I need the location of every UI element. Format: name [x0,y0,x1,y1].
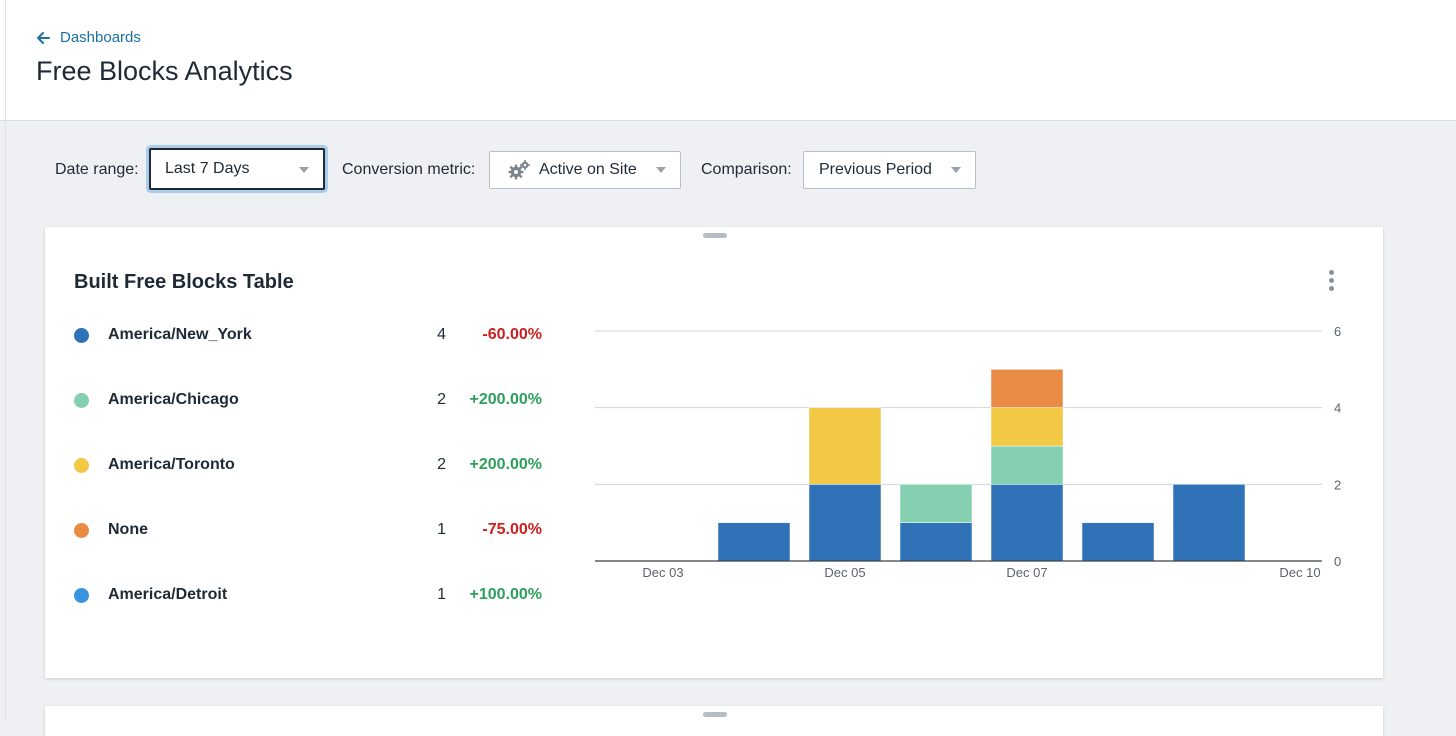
comparison-label: Comparison: [701,161,792,178]
y-tick-label: 4 [1334,401,1341,416]
legend-row: None 1 -75.00% [74,519,554,543]
back-link-label: Dashboards [60,29,141,46]
conversion-metric-select[interactable]: Active on Site [489,151,681,189]
legend-name: America/Toronto [108,456,235,473]
bar-segment [899,484,973,523]
comparison-value: Previous Period [819,161,932,178]
bar-segment [990,369,1064,408]
page-title: Free Blocks Analytics [36,56,293,86]
x-tick-label: Dec 10 [1279,565,1320,580]
next-card [45,706,1383,736]
bar-segment [1172,484,1246,562]
bar-segment [990,484,1064,562]
legend-row: America/Toronto 2 +200.00% [74,454,554,478]
legend-color-dot [74,523,89,538]
legend-color-dot [74,458,89,473]
gears-icon [507,159,531,181]
legend-name: America/Detroit [108,586,228,603]
legend-row: America/New_York 4 -60.00% [74,324,554,348]
legend-change: +200.00% [469,391,542,408]
arrow-left-icon [37,31,50,44]
chevron-down-icon [299,167,309,173]
legend-change: -75.00% [482,521,542,538]
bar-segment [717,522,791,562]
chevron-down-icon [656,167,666,173]
date-range-value: Last 7 Days [165,160,250,177]
bar-segment [1081,522,1155,562]
legend-row: America/Chicago 2 +200.00% [74,389,554,413]
stacked-bar-chart: 0 2 4 6 Dec 03 Dec 05 Dec 07 Dec 10 [595,324,1341,580]
legend-color-dot [74,393,89,408]
x-tick-label: Dec 07 [1006,565,1047,580]
drag-handle[interactable] [703,233,727,238]
bar-segment [990,445,1064,485]
bar-segment [990,407,1064,447]
chevron-down-icon [951,167,961,173]
x-tick-label: Dec 03 [642,565,683,580]
filter-bar: Date range: Last 7 Days Conversion metri… [55,148,1055,191]
legend-change: +200.00% [469,456,542,473]
bar-segment [899,522,973,562]
date-range-label: Date range: [55,161,139,178]
y-tick-label: 6 [1334,324,1341,339]
drag-handle[interactable] [703,712,727,717]
left-divider [5,0,6,722]
date-range-select[interactable]: Last 7 Days [149,148,325,190]
more-options-icon[interactable] [1320,268,1342,294]
legend-color-dot [74,328,89,343]
y-tick-label: 0 [1334,554,1341,569]
legend-name: None [108,521,148,538]
card-title: Built Free Blocks Table [74,271,294,293]
legend-name: America/Chicago [108,391,239,408]
legend-change: +100.00% [469,586,542,603]
bar-segment [808,407,882,485]
conversion-metric-value: Active on Site [539,161,637,178]
page-header: Dashboards Free Blocks Analytics [0,0,1456,121]
back-to-dashboards-link[interactable]: Dashboards [36,29,141,46]
legend-color-dot [74,588,89,603]
legend-count: 1 [437,586,446,603]
conversion-metric-label: Conversion metric: [342,161,476,178]
legend-count: 2 [437,391,446,408]
legend-count: 1 [437,521,446,538]
x-tick-label: Dec 05 [824,565,865,580]
bar-segment [808,484,882,562]
y-tick-label: 2 [1334,477,1341,492]
legend-name: America/New_York [108,326,252,343]
comparison-select[interactable]: Previous Period [803,151,976,189]
legend-count: 2 [437,456,446,473]
legend-change: -60.00% [482,326,542,343]
legend-count: 4 [437,326,446,343]
free-blocks-card: Built Free Blocks Table America/New_York… [45,227,1383,678]
legend-row: America/Detroit 1 +100.00% [74,584,554,608]
